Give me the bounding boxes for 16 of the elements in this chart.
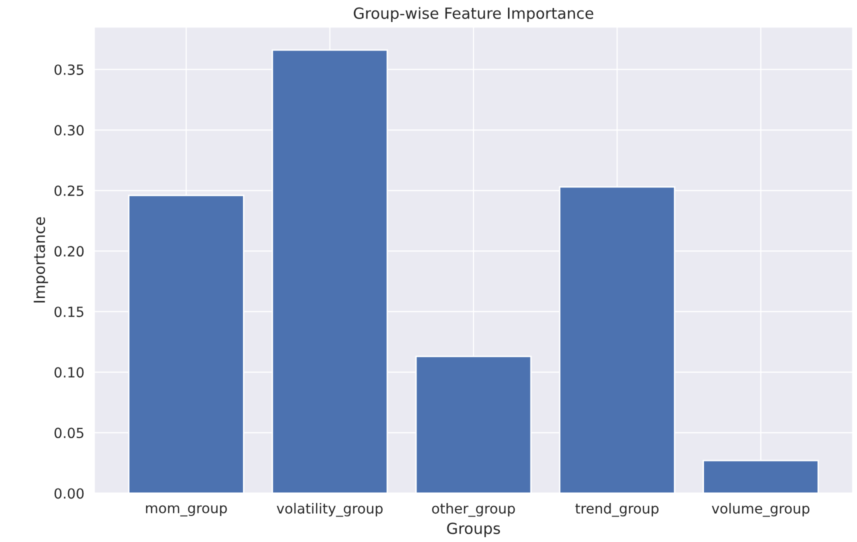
y-tick-label: 0.00 — [54, 488, 84, 499]
y-axis-title: Importance — [34, 217, 48, 302]
x-tick-label: mom_group — [146, 505, 227, 516]
y-tick-label: 0.35 — [54, 64, 84, 75]
x-tick-label: volatility_group — [276, 502, 383, 517]
y-tick-label: 0.25 — [54, 186, 84, 196]
chart-title: Group-wise Feature Importance — [354, 7, 594, 22]
y-tick-label: 0.20 — [54, 246, 84, 257]
y-tick-label: 0.10 — [54, 367, 84, 378]
y-tick-label: 0.15 — [54, 306, 84, 318]
y-tick-label: 0.30 — [54, 124, 84, 136]
x-tick-label: other_group — [432, 502, 515, 517]
x-tick-label: trend_group — [575, 502, 659, 517]
x-axis-title: Groups — [447, 522, 500, 538]
y-tick-label: 0.05 — [54, 428, 84, 438]
x-tick-label: volume_group — [712, 502, 810, 517]
